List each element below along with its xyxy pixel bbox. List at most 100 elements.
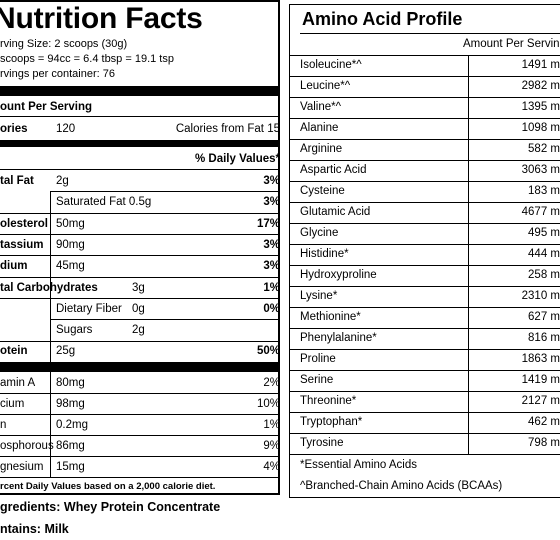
amino-value: 1098 m: [521, 122, 560, 134]
divider: [50, 191, 280, 192]
amino-name: Phenylalanine*: [300, 332, 377, 344]
divider: [290, 454, 560, 455]
amino-value: 444 m: [528, 248, 560, 260]
amino-row: Arginine 582 m: [290, 139, 560, 161]
amino-name: Leucine*^: [300, 80, 351, 92]
column-separator: [468, 203, 469, 224]
amino-value: 258 m: [528, 269, 560, 281]
amino-column-header: Amount Per Servin: [463, 38, 560, 50]
nutrient-dv: 50%: [256, 345, 280, 357]
vitamin-dv: 4%: [263, 461, 280, 473]
essential-footnote: *Essential Amino Acids: [300, 459, 417, 471]
divider: [0, 234, 280, 235]
amino-row: Glutamic Acid 4677 m: [290, 202, 560, 224]
amino-name: Aspartic Acid: [300, 164, 367, 176]
divider: [0, 341, 280, 342]
amino-value: 1863 m: [521, 353, 560, 365]
amino-name: Tryptophan*: [300, 416, 363, 428]
amino-row: Phenylalanine* 816 m: [290, 328, 560, 350]
nutrition-facts-border: [0, 0, 280, 495]
vitamin-amount: 86mg: [56, 440, 85, 452]
column-separator: [468, 287, 469, 308]
column-separator: [468, 161, 469, 182]
column-separator: [468, 308, 469, 329]
vitamin-amount: 0.2mg: [56, 419, 88, 431]
divider: [50, 319, 280, 320]
amino-row: Threonine* 2127 m: [290, 391, 560, 413]
amino-row: Lysine* 2310 m: [290, 286, 560, 308]
column-separator: [468, 119, 469, 140]
vitamin-label-magnesium: gnesium: [0, 461, 44, 473]
amino-title: Amino Acid Profile: [302, 9, 463, 29]
amino-name: Isoleucine*^: [300, 59, 362, 71]
divider: [0, 414, 280, 415]
medium-divider: [0, 140, 280, 147]
servings-per-container: rvings per container: 76: [0, 68, 115, 80]
scoop-volume: scoops = 94cc = 6.4 tbsp = 19.1 tsp: [0, 53, 174, 65]
nutrient-label-saturated-fat: Saturated Fat 0.5g: [56, 196, 152, 208]
amino-value: 816 m: [528, 332, 560, 344]
nutrient-amount: 45mg: [56, 260, 85, 272]
column-separator: [468, 371, 469, 392]
column-separator: [468, 329, 469, 350]
amino-row: Cysteine 183 m: [290, 181, 560, 203]
amino-value: 495 m: [528, 227, 560, 239]
amino-value: 462 m: [528, 416, 560, 428]
ingredients: gredients: Whey Protein Concentrate: [0, 500, 221, 514]
amino-value: 582 m: [528, 143, 560, 155]
divider: [0, 477, 280, 478]
vitamin-dv: 2%: [263, 377, 280, 389]
amount-per-serving: ount Per Serving: [0, 101, 93, 113]
vitamin-amount: 98mg: [56, 398, 85, 410]
amino-value: 2127 m: [521, 395, 560, 407]
divider: [0, 169, 280, 170]
column-separator: [50, 372, 51, 477]
nutrient-label-sugars: Sugars: [56, 324, 93, 336]
daily-values-footnote: rcent Daily Values based on a 2,000 calo…: [0, 481, 216, 492]
amino-row: Glycine 495 m: [290, 223, 560, 245]
amino-name: Glutamic Acid: [300, 206, 371, 218]
column-separator: [468, 266, 469, 287]
divider: [0, 435, 280, 436]
column-separator: [50, 191, 51, 362]
amino-row: Leucine*^ 2982 m: [290, 76, 560, 98]
column-separator: [468, 140, 469, 161]
amino-name: Threonine*: [300, 395, 357, 407]
nutrient-amount: 2g: [132, 324, 145, 336]
nutrient-label-carbohydrates: tal Carbohydrates: [0, 282, 98, 294]
nutrient-amount: 0g: [132, 303, 145, 315]
column-separator: [468, 182, 469, 203]
serving-size: rving Size: 2 scoops (30g): [0, 38, 128, 50]
divider: [0, 116, 280, 117]
column-separator: [468, 56, 469, 77]
column-separator: [468, 434, 469, 455]
thick-divider: [0, 362, 280, 372]
amino-value: 4677 m: [521, 206, 560, 218]
amino-row: Histidine* 444 m: [290, 244, 560, 266]
divider: [0, 213, 280, 214]
amino-name: Methionine*: [300, 311, 361, 323]
amino-name: Proline: [300, 353, 336, 365]
nutrient-label-total-fat: tal Fat: [0, 175, 34, 187]
thick-divider: [0, 86, 280, 96]
column-separator: [468, 413, 469, 434]
vitamin-label-phosphorous: osphorous: [0, 440, 54, 452]
vitamin-dv: 10%: [256, 398, 280, 410]
amino-row: Tyrosine 798 m: [290, 433, 560, 455]
column-separator: [468, 392, 469, 413]
amino-row: Hydroxyproline 258 m: [290, 265, 560, 287]
vitamin-label-calcium: cium: [0, 398, 25, 410]
amino-name: Hydroxyproline: [300, 269, 377, 281]
amino-row: Isoleucine*^ 1491 m: [290, 55, 560, 77]
amino-acid-panel: Amino Acid Profile Amount Per Servin Iso…: [289, 4, 560, 498]
nutrient-label-dietary-fiber: Dietary Fiber: [56, 303, 122, 315]
amino-value: 627 m: [528, 311, 560, 323]
divider: [0, 277, 280, 278]
divider: [0, 255, 280, 256]
nutrient-amount: 2g: [56, 175, 69, 187]
nutrient-amount: 90mg: [56, 239, 85, 251]
nutrition-facts-panel: Nutrition Facts rving Size: 2 scoops (30…: [0, 0, 284, 498]
nutrient-amount: 25g: [56, 345, 76, 357]
divider: [0, 456, 280, 457]
vitamin-dv: 1%: [263, 419, 280, 431]
